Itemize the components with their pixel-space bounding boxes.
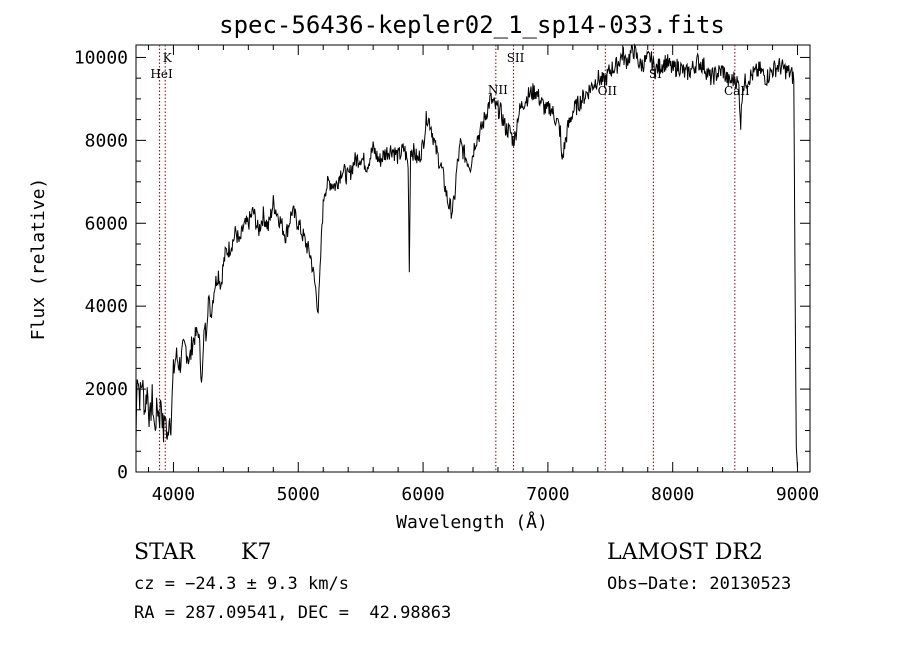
spectrum-line xyxy=(135,43,798,468)
line-marker-label: SII xyxy=(507,51,525,65)
x-tick-label: 6000 xyxy=(401,484,444,505)
coordinates-text: RA = 287.09541, DEC = 42.98863 xyxy=(134,603,452,623)
x-tick-label: 4000 xyxy=(152,484,195,505)
line-marker-label: CaII xyxy=(724,84,750,98)
plot-frame xyxy=(135,44,811,473)
y-tick-label: 10000 xyxy=(74,47,128,68)
y-tick-label: 4000 xyxy=(85,296,128,317)
line-marker-label: OII xyxy=(598,84,618,98)
x-tick-label: 8000 xyxy=(651,484,694,505)
x-tick-label: 9000 xyxy=(776,484,819,505)
object-class: STAR xyxy=(134,540,195,565)
line-marker-label: NII xyxy=(488,83,508,97)
line-marker-label: HeI xyxy=(150,67,173,81)
x-axis-label: Wavelength (Å) xyxy=(396,511,548,533)
y-tick-label: 0 xyxy=(117,462,128,483)
object-subclass: K7 xyxy=(241,540,272,565)
y-tick-label: 6000 xyxy=(85,213,128,234)
line-marker-label: K xyxy=(163,51,173,65)
y-tick-label: 2000 xyxy=(85,379,128,400)
y-tick-label: 8000 xyxy=(85,130,128,151)
survey-name: LAMOST DR2 xyxy=(607,540,763,565)
x-tick-label: 5000 xyxy=(277,484,320,505)
plot-axes: 4000 5000 6000 7000 8000 9000 0 2000 4000 6000 800… xyxy=(74,44,819,505)
obs-date: Obs−Date: 20130523 xyxy=(607,574,792,594)
x-tick-label: 7000 xyxy=(526,484,569,505)
y-axis-label: Flux (relative) xyxy=(28,178,49,341)
redshift-text: cz = −24.3 ± 9.3 km/s xyxy=(134,574,349,594)
chart-title: spec-56436-kepler02_1_sp14-033.fits xyxy=(219,11,725,39)
